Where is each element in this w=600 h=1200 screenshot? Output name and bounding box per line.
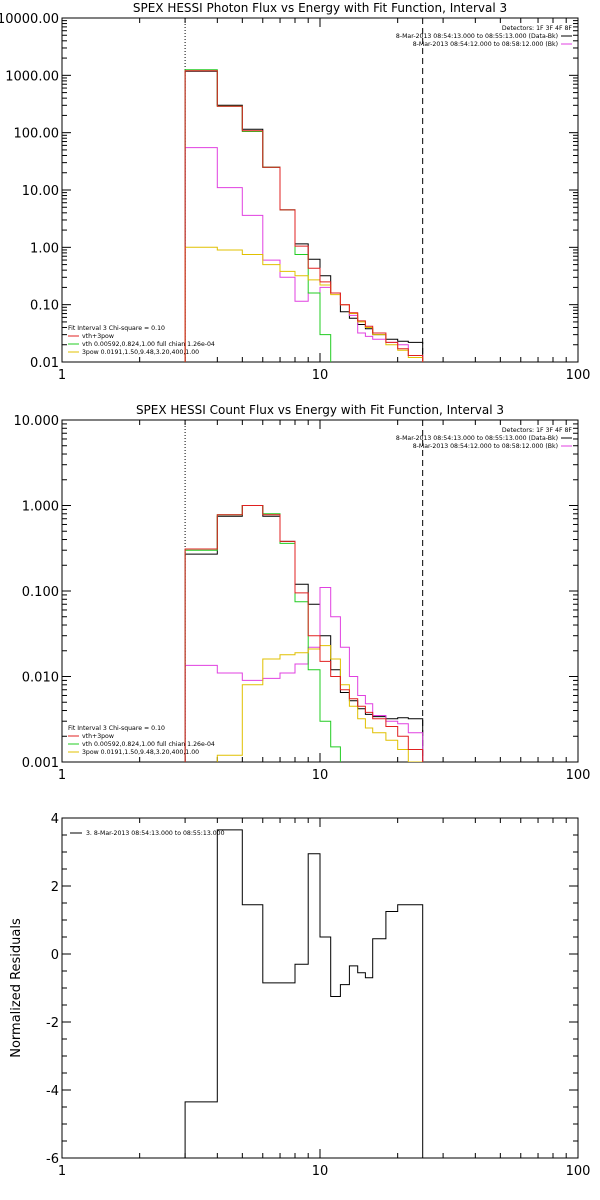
- chart-title: SPEX HESSI Count Flux vs Energy with Fit…: [136, 403, 504, 417]
- fit-legend-entry: Fit Interval 3 Chi-square = 0.10: [68, 725, 165, 732]
- y-tick-label: 1000.00: [5, 69, 59, 84]
- series-line-1: [184, 829, 424, 1158]
- fit-legend-entry: 3pow 0.0191,1.50,9.48,3.20,400,1.00: [82, 349, 199, 356]
- fit-legend-entry: vth 0.00592,0.824,1.00 full chian 1.26e-…: [82, 341, 215, 348]
- series-line-1: [184, 70, 424, 362]
- y-tick-label: 0.100: [22, 585, 59, 600]
- y-tick-label: 1.000: [22, 500, 59, 515]
- y-tick-label: 0: [51, 948, 59, 963]
- fit-legend-entry: Fit Interval 3 Chi-square = 0.10: [68, 325, 165, 332]
- series-line-4: [216, 645, 424, 762]
- y-tick-label: 100.00: [14, 127, 60, 142]
- plot-area: [184, 829, 424, 1158]
- fit-legend-entry: 3pow 0.0191,1.50,9.48,3.20,400,1.00: [82, 749, 199, 756]
- legend-entry: 8-Mar-2013 08:54:12.000 to 08:58:12.000 …: [413, 443, 558, 450]
- legend-entry: 8-Mar-2013 08:54:13.000 to 08:55:13.000 …: [396, 435, 558, 442]
- x-tick-label: 100: [566, 768, 591, 783]
- legend-entry: 8-Mar-2013 08:54:12.000 to 08:58:12.000 …: [413, 41, 558, 48]
- y-tick-label: 0.10: [30, 299, 59, 314]
- y-tick-label: 0.001: [22, 756, 59, 771]
- x-tick-label: 100: [566, 1164, 591, 1179]
- series-line-3: [184, 69, 332, 362]
- y-tick-label: 2: [51, 880, 59, 895]
- chart-title: SPEX HESSI Photon Flux vs Energy with Fi…: [133, 1, 507, 15]
- plot-area: [184, 69, 424, 362]
- series-line-2: [184, 147, 424, 362]
- y-tick-label: -4: [46, 1084, 59, 1099]
- x-tick-label: 10: [312, 1164, 329, 1179]
- chart-panel-2: SPEX HESSI Count Flux vs Energy with Fit…: [14, 403, 591, 783]
- chart-panel-1: SPEX HESSI Photon Flux vs Energy with Fi…: [0, 1, 590, 383]
- y-tick-label: 1.00: [30, 241, 59, 256]
- x-tick-label: 1: [58, 1164, 66, 1179]
- y-tick-label: 10.00: [22, 184, 59, 199]
- fit-legend-entry: vth+3pow: [82, 333, 114, 340]
- x-tick-label: 10: [312, 768, 329, 783]
- y-tick-label: 0.01: [30, 356, 59, 371]
- y-tick-label: 10.000: [14, 414, 60, 429]
- series-line-5: [184, 70, 424, 362]
- x-tick-label: 10: [312, 368, 329, 383]
- x-tick-label: 1: [58, 768, 66, 783]
- y-axis-label: Normalized Residuals: [9, 918, 24, 1058]
- legend-entry: Detectors: 1F 3F 4F 8F: [502, 427, 573, 434]
- series-line-4: [184, 246, 424, 362]
- plot-area: [184, 505, 424, 762]
- y-tick-label: 0.010: [22, 671, 59, 686]
- y-tick-label: 10000.00: [0, 12, 59, 27]
- y-tick-label: -2: [46, 1016, 59, 1031]
- series-line-2: [184, 587, 424, 762]
- fit-legend-entry: vth 0.00592,0.824,1.00 full chian 1.26e-…: [82, 741, 215, 748]
- chart-panel-3: 1 10 100 -6 -4 -2 0 2 4 Normalized Residuals 3. 8-…: [9, 812, 590, 1179]
- legend-entry: Detectors: 1F 3F 4F 8F: [502, 25, 573, 32]
- x-tick-label: 100: [566, 368, 591, 383]
- fit-legend-entry: vth+3pow: [82, 733, 114, 740]
- y-tick-label: 4: [51, 812, 59, 827]
- legend-entry: 8-Mar-2013 08:54:13.000 to 08:55:13.000 …: [396, 33, 558, 40]
- series-line-5: [184, 505, 424, 762]
- x-tick-label: 1: [58, 368, 66, 383]
- legend-entry: 3. 8-Mar-2013 08:54:13.000 to 08:55:13.0…: [86, 830, 225, 837]
- y-tick-label: -6: [46, 1152, 59, 1167]
